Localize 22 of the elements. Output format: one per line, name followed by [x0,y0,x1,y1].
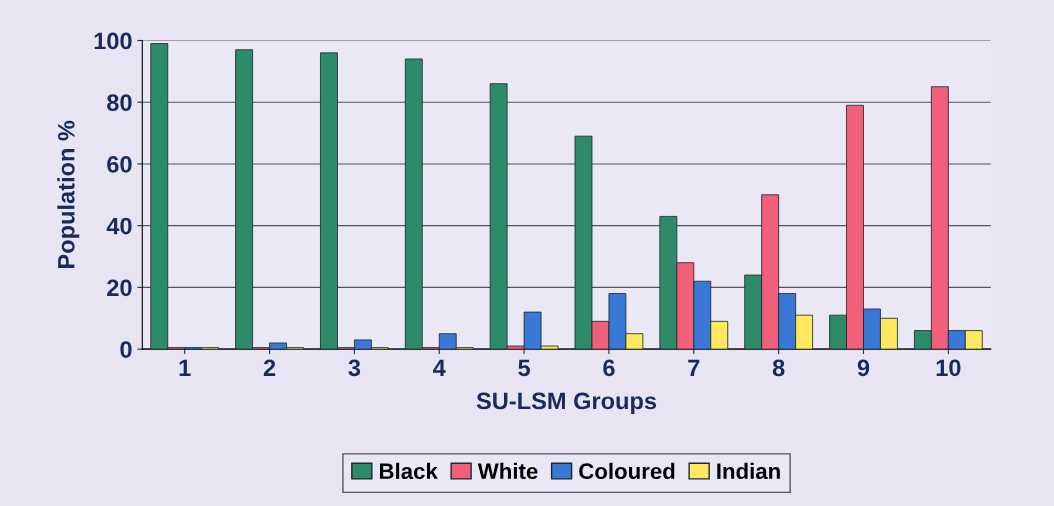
legend-label: White [477,462,538,480]
legend-label: Black [379,462,438,480]
y-axis-title: Population % [57,120,80,268]
y-tick-label: 0 [120,341,132,358]
x-tick-label: 3 [348,359,361,377]
x-tick-label: 1 [179,359,191,376]
x-tick-label: 7 [688,359,700,376]
x-tick-label: 10 [936,359,961,377]
x-tick-label: 9 [857,359,870,377]
x-tick-label: 4 [433,359,446,376]
x-axis-title: SU-LSM Groups [476,392,657,414]
y-tick-label: 20 [107,279,132,297]
y-tick-label: 60 [107,156,132,173]
y-tick-label: 80 [107,94,132,111]
x-tick-label: 2 [263,359,276,376]
y-tick-label: 100 [94,32,132,50]
x-tick-label: 8 [772,359,785,377]
legend-label: Coloured [579,462,675,480]
legend-label: Indian [717,462,780,480]
x-tick-label: 6 [603,359,615,377]
x-tick-label: 5 [518,359,531,377]
y-tick-label: 40 [106,217,132,235]
